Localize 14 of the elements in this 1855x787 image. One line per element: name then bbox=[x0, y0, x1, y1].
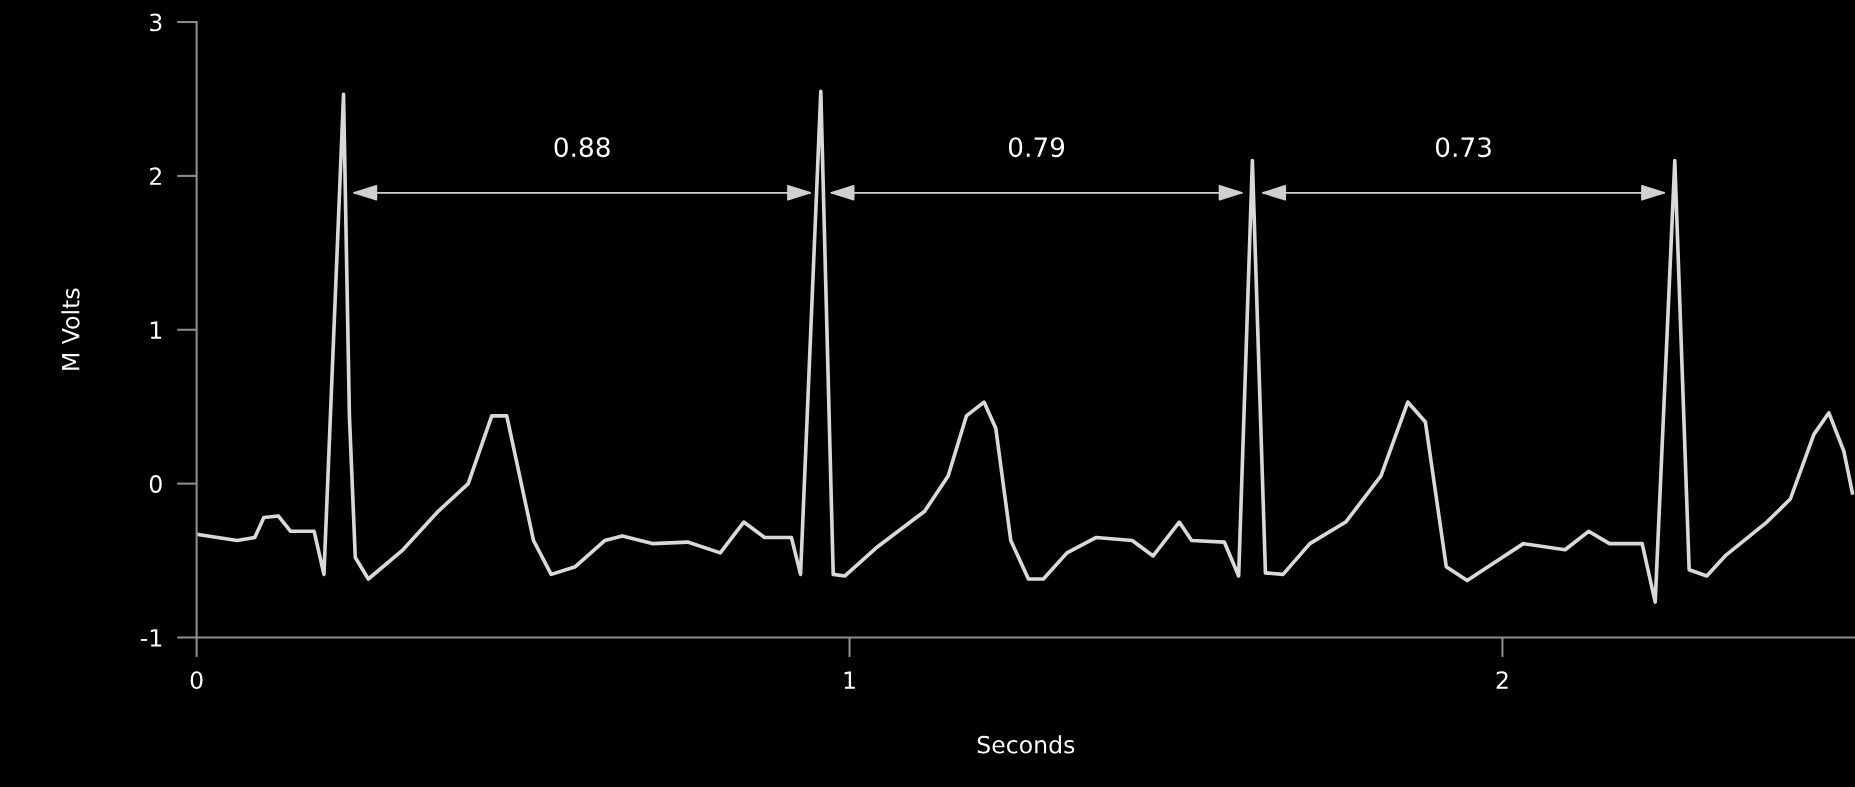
y-tick-label: -1 bbox=[140, 629, 162, 647]
x-tick-label: 2 bbox=[1496, 671, 1508, 689]
x-tick-label: 0 bbox=[190, 671, 203, 690]
x-axis-title: Seconds bbox=[977, 735, 1075, 754]
y-axis-title: M Volts bbox=[61, 288, 80, 370]
y-tick-label: 1 bbox=[150, 321, 162, 339]
y-tick-label: 0 bbox=[149, 475, 162, 493]
annotation: 0.88 bbox=[554, 137, 610, 158]
line-series bbox=[196, 89, 1855, 604]
y-tick-label: 2 bbox=[150, 167, 161, 185]
annotation: 0.79 bbox=[1008, 137, 1065, 158]
x-tick-label: 1 bbox=[844, 671, 855, 689]
annotation: 0.73 bbox=[1435, 137, 1491, 158]
y-tick-label: 3 bbox=[150, 13, 162, 32]
